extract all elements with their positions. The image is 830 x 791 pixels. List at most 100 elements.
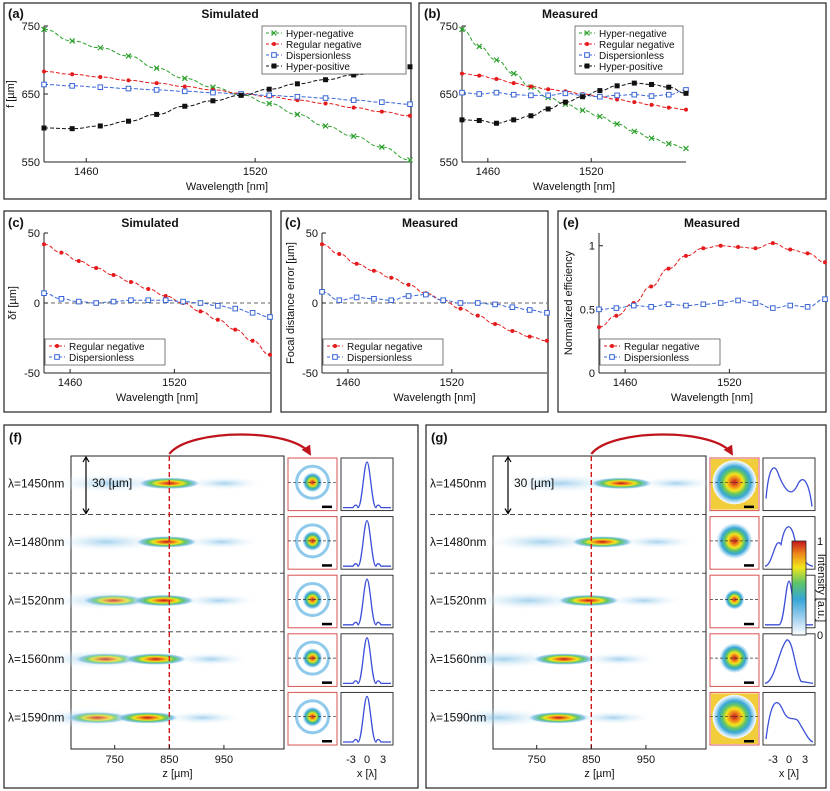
y-axis-label: δf [µm] — [7, 286, 19, 320]
data-point — [718, 243, 723, 248]
data-point — [181, 75, 188, 82]
data-point — [474, 300, 481, 306]
row-label: λ=1480nm — [8, 535, 64, 549]
spot-frame — [709, 633, 760, 687]
data-point — [459, 26, 465, 33]
data-point — [493, 89, 500, 96]
beam-haze — [438, 707, 559, 728]
data-point — [546, 87, 551, 92]
legend-marker — [609, 354, 615, 360]
data-point — [614, 92, 620, 99]
spot-core — [302, 472, 323, 493]
spot-scale-bar — [744, 564, 754, 567]
data-point — [701, 246, 706, 251]
plot-c2: 1460 1520 -50 0 50 Wavelength [nm] Focal dista… — [285, 228, 550, 404]
beam-haze — [49, 473, 170, 494]
beam-haze — [184, 476, 265, 491]
data-point — [238, 92, 244, 98]
legend-marker — [584, 63, 590, 69]
data-point — [511, 117, 517, 123]
plot-a: 1460 1520 550 650 750 Wavelength [nm] f [µm] Hy… — [5, 21, 413, 193]
y-axis-label: Focal distance error [µm] — [285, 242, 297, 364]
profile-frame — [340, 574, 394, 629]
legend-marker — [332, 354, 338, 360]
beam-haze — [162, 710, 243, 725]
data-point — [526, 307, 533, 313]
data-point — [665, 301, 672, 308]
plot-b: 1460 1520 550 650 750 Wavelength [nm] Hyper-ne… — [440, 21, 689, 193]
y-tick-label: -50 — [302, 368, 318, 380]
data-point — [154, 111, 160, 117]
legend-box — [322, 338, 444, 366]
data-point — [41, 290, 47, 296]
series-line-hyper-positive — [43, 66, 411, 130]
data-point — [597, 88, 603, 94]
data-point — [69, 38, 76, 44]
intensity-profile — [343, 695, 391, 743]
data-point — [630, 302, 637, 309]
z-axis-label: z [µm] — [584, 768, 614, 780]
data-point — [94, 266, 99, 270]
data-point — [632, 100, 637, 105]
data-point — [350, 133, 357, 140]
legend-label: Hyper-negative — [286, 29, 354, 40]
data-point — [476, 118, 482, 124]
data-point — [266, 100, 273, 107]
data-point — [267, 314, 273, 320]
data-point — [804, 304, 811, 310]
data-point — [197, 300, 204, 306]
data-point — [294, 81, 300, 87]
data-point — [146, 287, 151, 291]
data-point — [545, 106, 551, 112]
data-point — [407, 101, 413, 108]
data-point — [493, 57, 500, 63]
profile-frame — [762, 516, 816, 570]
profile-axis-label: x [λ] — [779, 768, 799, 780]
y-tick-label: 50 — [28, 228, 40, 240]
intensity-profile — [343, 519, 391, 567]
data-point — [510, 91, 517, 98]
x-axis-label: Wavelength [nm] — [533, 181, 615, 193]
spot-scale-bar — [322, 505, 332, 509]
data-point — [805, 251, 810, 256]
data-point — [268, 352, 272, 357]
data-point — [717, 300, 724, 306]
legend-marker — [585, 42, 589, 46]
profile-tick-label: -3 — [768, 754, 778, 766]
y-axis-label: Normalized efficiency — [563, 250, 575, 355]
data-point — [388, 297, 395, 303]
series-line-regular-negative — [43, 71, 411, 117]
data-point — [596, 113, 603, 120]
data-point — [93, 300, 99, 306]
data-point — [323, 101, 328, 106]
profile-tick-label: -3 — [346, 754, 356, 766]
x-tick-label: 1460 — [58, 377, 82, 389]
legend-box — [599, 338, 721, 366]
beam-haze — [444, 649, 564, 670]
intensity-profile — [765, 701, 814, 743]
transfer-arrow — [168, 433, 312, 456]
profile-tick-label: 0 — [786, 754, 792, 766]
data-point — [98, 75, 103, 79]
data-point — [648, 135, 655, 142]
data-point — [408, 113, 412, 118]
beam-focus — [570, 535, 635, 548]
spot-core — [724, 589, 745, 610]
transfer-arrow — [590, 433, 734, 456]
panel-b: (b) Measured 1460 1520 550 650 750 Wavelength… — [418, 2, 827, 200]
beam-haze — [617, 534, 698, 549]
spot-scale-bar — [322, 740, 332, 743]
panel-c-measured: (c) Measured 1460 1520 -50 0 50 Wavelength [n… — [280, 210, 550, 413]
data-point — [76, 259, 81, 263]
data-point — [378, 144, 385, 150]
data-point — [545, 338, 549, 343]
x-tick-label: 1520 — [162, 377, 186, 389]
scale-bar-heads — [82, 455, 90, 515]
data-point — [631, 91, 638, 98]
data-point — [294, 93, 301, 100]
data-point — [597, 325, 601, 330]
data-point — [379, 99, 385, 105]
data-point — [477, 73, 482, 78]
beam-haze — [181, 534, 262, 549]
